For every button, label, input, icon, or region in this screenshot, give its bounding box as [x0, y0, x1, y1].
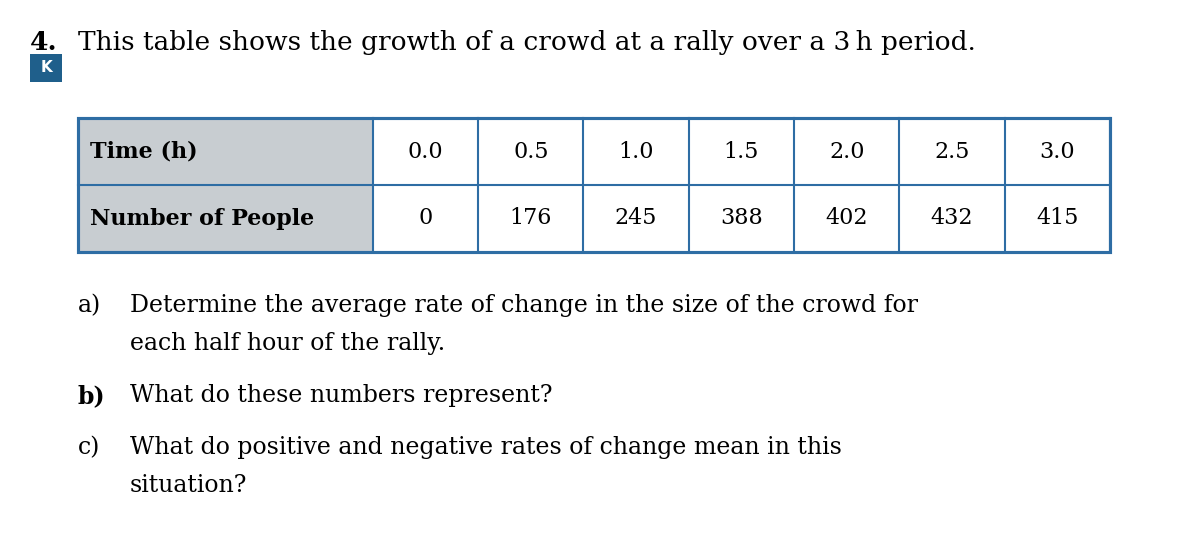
Text: each half hour of the rally.: each half hour of the rally.	[130, 332, 445, 355]
Text: b): b)	[78, 384, 106, 408]
Text: 176: 176	[510, 208, 552, 229]
Text: c): c)	[78, 436, 101, 459]
Text: 388: 388	[720, 208, 763, 229]
Text: 415: 415	[1036, 208, 1079, 229]
Text: 0.5: 0.5	[514, 141, 548, 162]
Text: 2.5: 2.5	[935, 141, 970, 162]
Text: 1.5: 1.5	[724, 141, 760, 162]
Text: Time (h): Time (h)	[90, 141, 198, 162]
Text: Number of People: Number of People	[90, 208, 314, 229]
Text: 0: 0	[419, 208, 433, 229]
Text: 432: 432	[931, 208, 973, 229]
Text: 245: 245	[614, 208, 658, 229]
FancyBboxPatch shape	[30, 54, 62, 82]
Text: a): a)	[78, 294, 101, 317]
Text: What do positive and negative rates of change mean in this: What do positive and negative rates of c…	[130, 436, 842, 459]
Text: K: K	[40, 61, 52, 76]
Text: This table shows the growth of a crowd at a rally over a 3 h period.: This table shows the growth of a crowd a…	[78, 30, 976, 55]
Text: 1.0: 1.0	[618, 141, 654, 162]
Text: 2.0: 2.0	[829, 141, 864, 162]
Text: situation?: situation?	[130, 474, 247, 497]
Text: What do these numbers represent?: What do these numbers represent?	[130, 384, 552, 407]
Text: 3.0: 3.0	[1039, 141, 1075, 162]
Text: 0.0: 0.0	[408, 141, 443, 162]
Text: Determine the average rate of change in the size of the crowd for: Determine the average rate of change in …	[130, 294, 918, 317]
Text: 402: 402	[826, 208, 868, 229]
Text: 4.: 4.	[30, 30, 58, 55]
